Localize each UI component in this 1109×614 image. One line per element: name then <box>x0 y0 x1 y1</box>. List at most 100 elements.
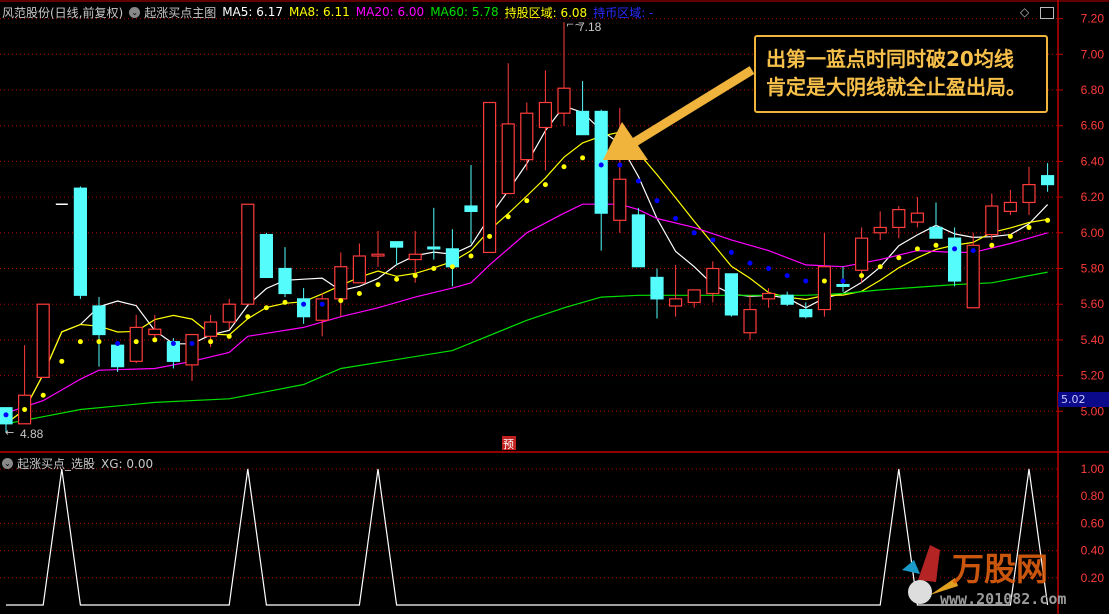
candle-body <box>204 321 218 337</box>
hold-zone-dot <box>152 337 158 343</box>
indicator-name[interactable]: 起涨买点主图 <box>144 5 217 20</box>
candle-body <box>110 344 125 368</box>
svg-text:www.201082.com: www.201082.com <box>940 590 1066 608</box>
hold-zone-dot <box>226 333 232 339</box>
candle-body <box>892 208 906 229</box>
hold-zone-dot <box>40 392 46 398</box>
hold-zone-dot <box>505 214 511 220</box>
hold-zone-dot <box>133 339 139 345</box>
candle-body <box>575 110 590 136</box>
candle-body <box>799 308 813 318</box>
hold-zone-value: 持股区域: 6.08 <box>504 5 588 20</box>
hold-zone-dot <box>22 407 28 413</box>
hold-zone-dot <box>933 242 939 248</box>
stock-title[interactable]: 风范股份(日线,前复权) <box>2 5 124 20</box>
candle-body <box>650 276 664 300</box>
hold-zone-dot <box>914 246 920 252</box>
cash-zone-dot <box>301 301 307 307</box>
candle-body <box>278 267 292 295</box>
hold-zone-dot <box>431 266 437 271</box>
xg-tick-label: 0.60 <box>1081 516 1105 530</box>
price-tick-label: 5.20 <box>1081 369 1105 383</box>
hold-zone-dot <box>245 314 251 320</box>
site-logo: 万股网 www.201082.com <box>900 540 1070 610</box>
price-tick-label: 6.00 <box>1081 226 1105 240</box>
hold-zone-dot <box>542 182 548 188</box>
hold-zone-dot <box>1007 233 1013 239</box>
candle-body <box>483 101 497 254</box>
arrow-left-icon: ← <box>5 426 14 439</box>
diamond-icon[interactable]: ◇ <box>1020 5 1030 19</box>
cash-zone-dot <box>766 266 772 271</box>
xg-value: XG: 0.00 <box>101 456 154 471</box>
candle-body <box>185 333 199 366</box>
cash-zone-dot <box>654 198 660 204</box>
candle-body <box>985 205 999 236</box>
candle-body <box>148 328 162 336</box>
cash-zone-dot <box>728 249 734 255</box>
cash-zone-dot <box>970 248 976 254</box>
price-tick-label: 5.80 <box>1081 262 1105 276</box>
candle-body <box>687 289 701 304</box>
ma60-value: MA60: 5.78 <box>430 5 499 19</box>
hold-zone-dot <box>487 233 493 239</box>
price-tick-label: 5.60 <box>1081 297 1105 311</box>
candle-body <box>222 303 236 323</box>
window-toggle-icon[interactable] <box>1040 7 1054 19</box>
hold-zone-dot <box>524 198 530 204</box>
candle-body <box>92 305 106 336</box>
candle-body <box>241 203 255 305</box>
hold-zone-dot <box>59 358 65 364</box>
cash-zone-dot <box>170 340 176 346</box>
candle-body <box>817 266 832 311</box>
candle-body <box>780 294 794 305</box>
cash-zone-dot <box>952 246 958 252</box>
cash-zone-dot <box>747 260 753 266</box>
candle-body <box>501 123 515 195</box>
annotation-line-2: 肯定是大阴线就全止盈出局。 <box>766 75 1026 99</box>
cash-zone-dot <box>710 237 716 243</box>
chevron-down-icon[interactable]: ⌄ <box>129 6 141 18</box>
sub-indicator-name[interactable]: 起涨买点_选股 <box>17 457 96 471</box>
hold-zone-dot <box>394 276 400 282</box>
annotation-arrow <box>603 66 755 160</box>
cash-zone-dot <box>598 162 604 168</box>
hold-zone-dot <box>282 299 288 305</box>
candle-body <box>557 87 571 114</box>
annotation-box: 出第一蓝点时同时破20均线 肯定是大阴线就全止盈出局。 <box>754 35 1048 113</box>
xg-signal-line <box>6 468 1049 606</box>
xg-tick-label: 0.20 <box>1081 571 1105 585</box>
candle-body <box>1040 175 1055 186</box>
price-tick-label: 6.40 <box>1081 154 1105 168</box>
hold-zone-dot <box>449 264 455 270</box>
candle-body <box>743 308 757 334</box>
candle-body <box>520 112 534 161</box>
hold-zone-dot <box>821 278 827 284</box>
candle-body <box>315 298 329 321</box>
hold-zone-dot <box>468 253 474 259</box>
hold-zone-dot <box>877 264 883 270</box>
candle-body <box>538 101 553 129</box>
cash-zone-dot <box>115 340 121 346</box>
hold-zone-dot <box>412 273 418 279</box>
candle-body <box>873 226 887 234</box>
hold-zone-dot <box>896 255 902 261</box>
candle-body <box>445 248 459 268</box>
candle-body <box>390 241 404 248</box>
annotation-line-1: 出第一蓝点时同时破20均线 <box>766 47 1014 71</box>
hold-zone-dot <box>263 305 269 311</box>
hold-zone-dot <box>356 290 362 296</box>
candle-body <box>129 326 143 362</box>
chevron-down-icon[interactable]: ⌄ <box>2 458 13 469</box>
candle-body <box>408 253 422 261</box>
xg-tick-label: 0.40 <box>1081 544 1105 558</box>
hold-zone-dot <box>338 298 344 304</box>
candle-body <box>464 205 478 212</box>
hold-zone-dot <box>1045 217 1051 223</box>
candle-body <box>73 187 88 296</box>
ma60-line <box>5 271 1048 425</box>
cash-zone-dot <box>617 162 623 168</box>
ma5-value: MA5: 6.17 <box>222 5 283 19</box>
candle-body <box>947 237 962 282</box>
